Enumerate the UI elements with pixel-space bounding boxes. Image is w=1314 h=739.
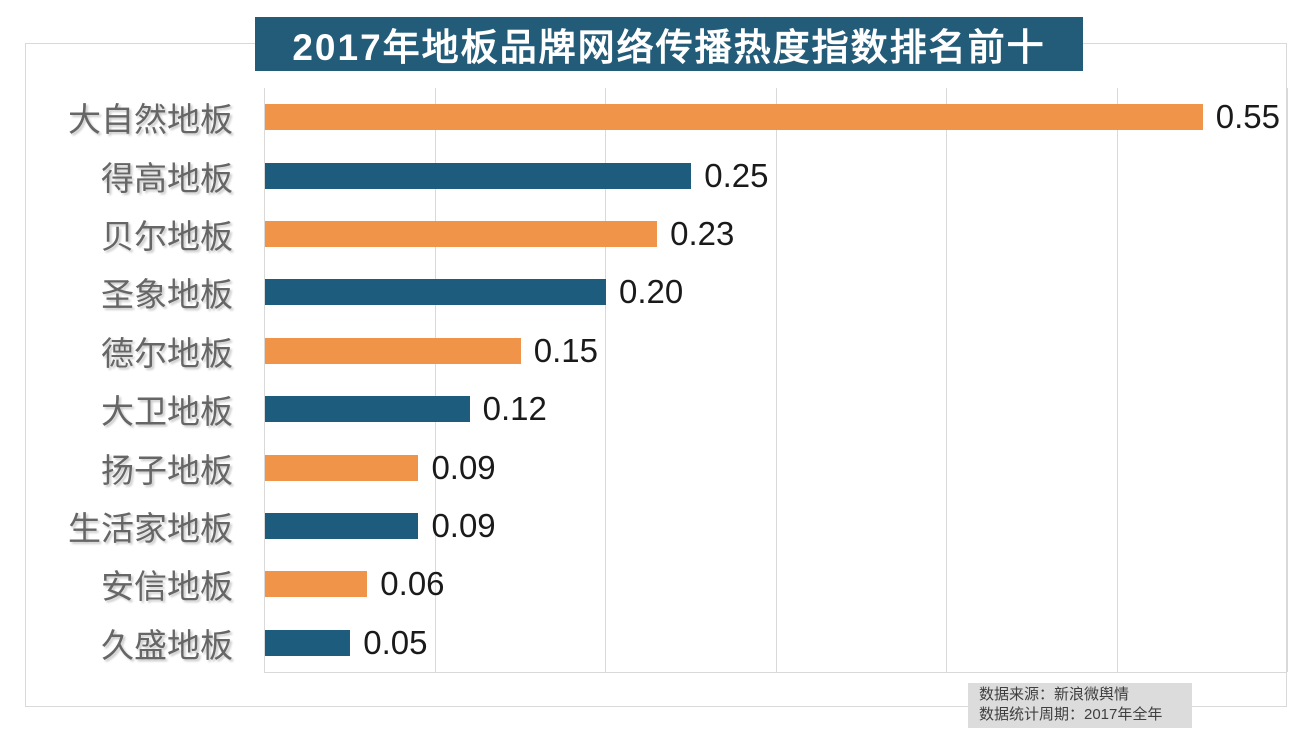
- category-label: 大卫地板: [101, 393, 233, 431]
- category-label: 生活家地板: [68, 510, 233, 547]
- chart-title: 2017年地板品牌网络传播热度指数排名前十: [255, 17, 1083, 71]
- category-label: 贝尔地板: [101, 218, 233, 255]
- source-note: 数据来源：新浪微舆情 数据统计周期：2017年全年: [968, 683, 1192, 728]
- category-label: 扬子地板: [101, 451, 233, 489]
- bar-圣象地板: [265, 279, 606, 306]
- category-label: 大自然地板: [68, 101, 233, 139]
- gridline: [775, 88, 777, 672]
- value-label: 0.23: [670, 215, 735, 252]
- bar-大自然地板: [265, 104, 1203, 131]
- category-axis: 大自然地板得高地板贝尔地板圣象地板德尔地板大卫地板扬子地板生活家地板安信地板久盛…: [25, 88, 233, 672]
- value-label: 0.12: [482, 390, 547, 428]
- category-label: 圣象地板: [101, 276, 233, 314]
- source-line-2: 数据统计周期：2017年全年: [979, 706, 1163, 723]
- chart-area-border: [25, 43, 1287, 707]
- bar-贝尔地板: [265, 221, 658, 247]
- bar-安信地板: [265, 571, 368, 598]
- category-label: 得高地板: [101, 159, 233, 197]
- gridline: [1287, 88, 1288, 672]
- category-label: 安信地板: [101, 568, 233, 606]
- value-label: 0.15: [533, 331, 598, 369]
- category-label: 久盛地板: [101, 626, 233, 664]
- value-label: 0.05: [363, 623, 428, 661]
- gridline: [1116, 88, 1118, 672]
- value-label: 0.55: [1215, 98, 1280, 136]
- gridline: [434, 88, 436, 672]
- value-label: 0.09: [431, 448, 496, 486]
- gridline: [946, 88, 947, 672]
- bar-扬子地板: [265, 454, 419, 481]
- plot-area: 0.55 0.25 0.23 0.20 0.15 0.12 0.09 0.09 0.06 0.05: [264, 88, 1288, 673]
- bar-生活家地板: [265, 513, 419, 539]
- value-label: 0.09: [431, 507, 496, 544]
- gridline: [605, 88, 606, 672]
- gridline: [264, 88, 265, 672]
- bar-大卫地板: [265, 396, 470, 423]
- value-label: 0.20: [619, 273, 684, 311]
- bar-得高地板: [265, 162, 692, 189]
- bar-德尔地板: [265, 337, 521, 364]
- bar-久盛地板: [265, 629, 351, 656]
- source-line-1: 数据来源：新浪微舆情: [979, 686, 1130, 703]
- value-label: 0.25: [704, 156, 769, 194]
- category-label: 德尔地板: [101, 334, 233, 372]
- value-label: 0.06: [380, 565, 445, 603]
